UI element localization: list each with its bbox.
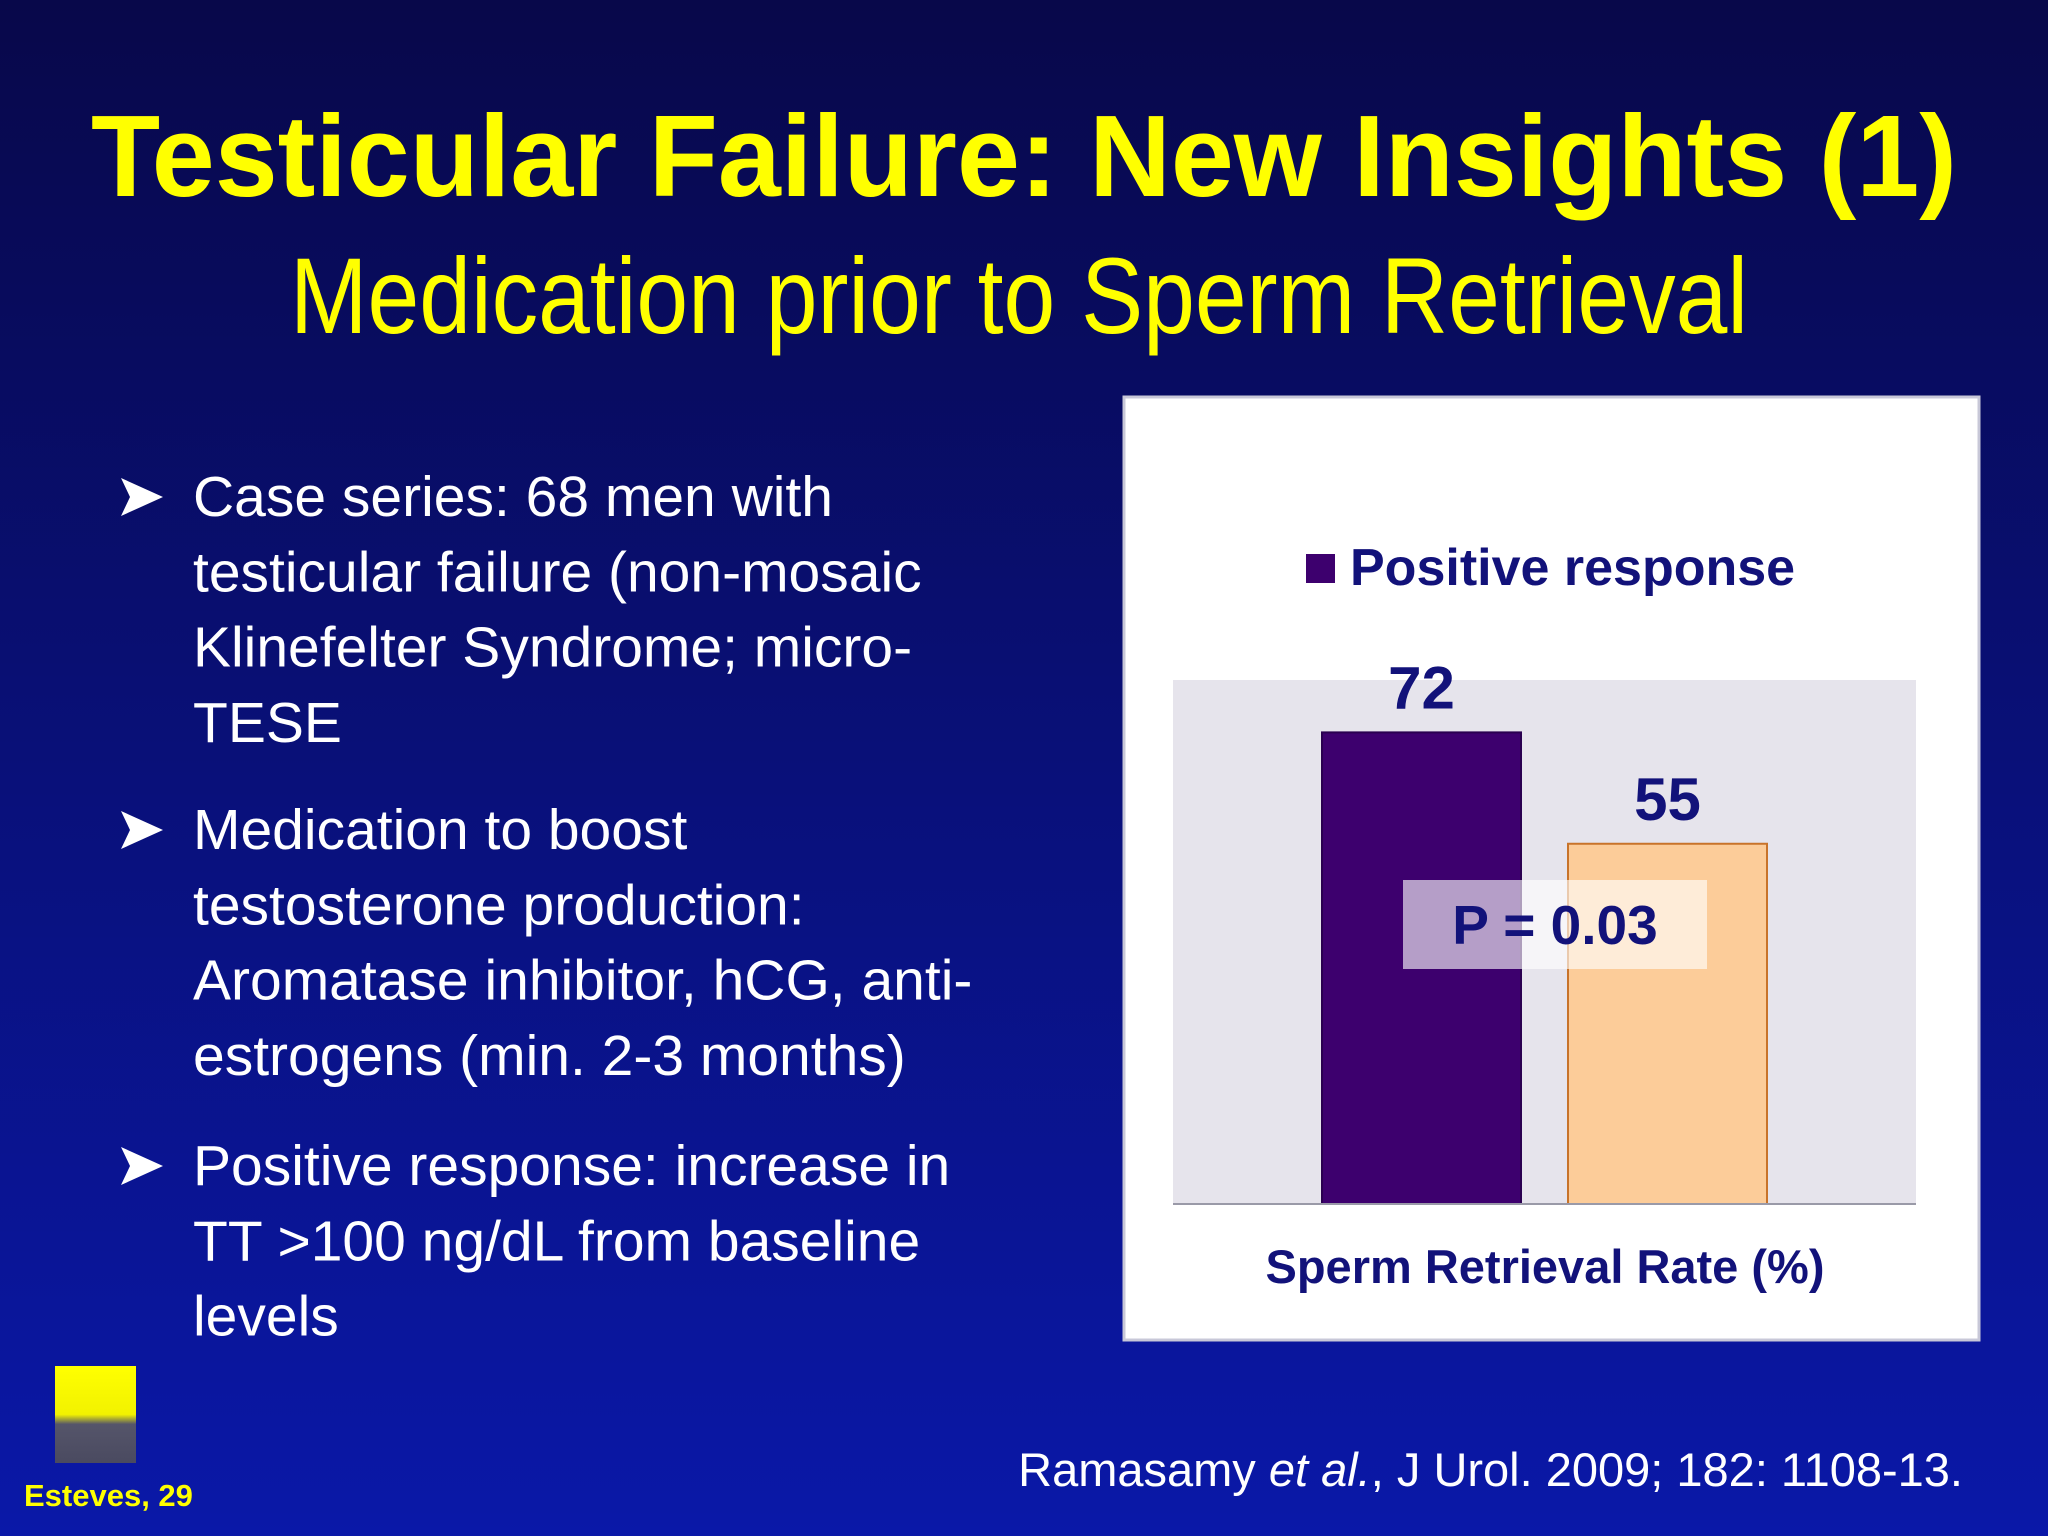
bullet-text: TT >100 ng/dL from baseline — [193, 1209, 920, 1273]
annotation-box — [1403, 880, 1707, 969]
citation: Ramasamy et al., J Urol. 2009; 182: 1108… — [1018, 1443, 1963, 1496]
legend-label: Positive response — [1350, 539, 1795, 597]
bullet-arrow — [121, 1147, 163, 1185]
bullet-text: Klinefelter Syndrome; micro- — [193, 616, 912, 680]
slide-subtitle: Medication prior to Sperm Retrieval — [290, 235, 1748, 356]
bullet-text: Positive response: increase in — [193, 1134, 950, 1198]
annotation: P = 0.03 — [1452, 894, 1657, 956]
bullet-text: estrogens (min. 2-3 months) — [193, 1024, 906, 1088]
slide-title: Testicular Failure: New Insights (1) — [91, 91, 1957, 221]
citation-part: , J Urol. 2009; 182: 1108-13. — [1371, 1443, 1963, 1496]
bullet-arrow — [121, 478, 163, 516]
bullet-text: testosterone production: — [193, 873, 805, 937]
legend-swatch — [1306, 554, 1335, 583]
bullet-arrow — [121, 811, 163, 849]
bullet-text: Aromatase inhibitor, hCG, anti- — [193, 949, 972, 1013]
logo-square — [55, 1366, 136, 1463]
bullet-text: testicular failure (non-mosaic — [193, 540, 922, 604]
value-label: 72 — [1388, 654, 1455, 721]
bullet-text: TESE — [193, 691, 342, 755]
bullet-text: Medication to boost — [193, 798, 687, 862]
value-label: 55 — [1634, 766, 1701, 833]
bullet-text: Case series: 68 men with — [193, 465, 833, 529]
citation-part: Ramasamy — [1018, 1443, 1269, 1496]
bullet-text: levels — [193, 1285, 339, 1349]
x-axis-label: Sperm Retrieval Rate (%) — [1266, 1240, 1825, 1293]
citation-part: et al. — [1269, 1443, 1371, 1496]
author-label: Esteves, 29 — [24, 1478, 193, 1513]
